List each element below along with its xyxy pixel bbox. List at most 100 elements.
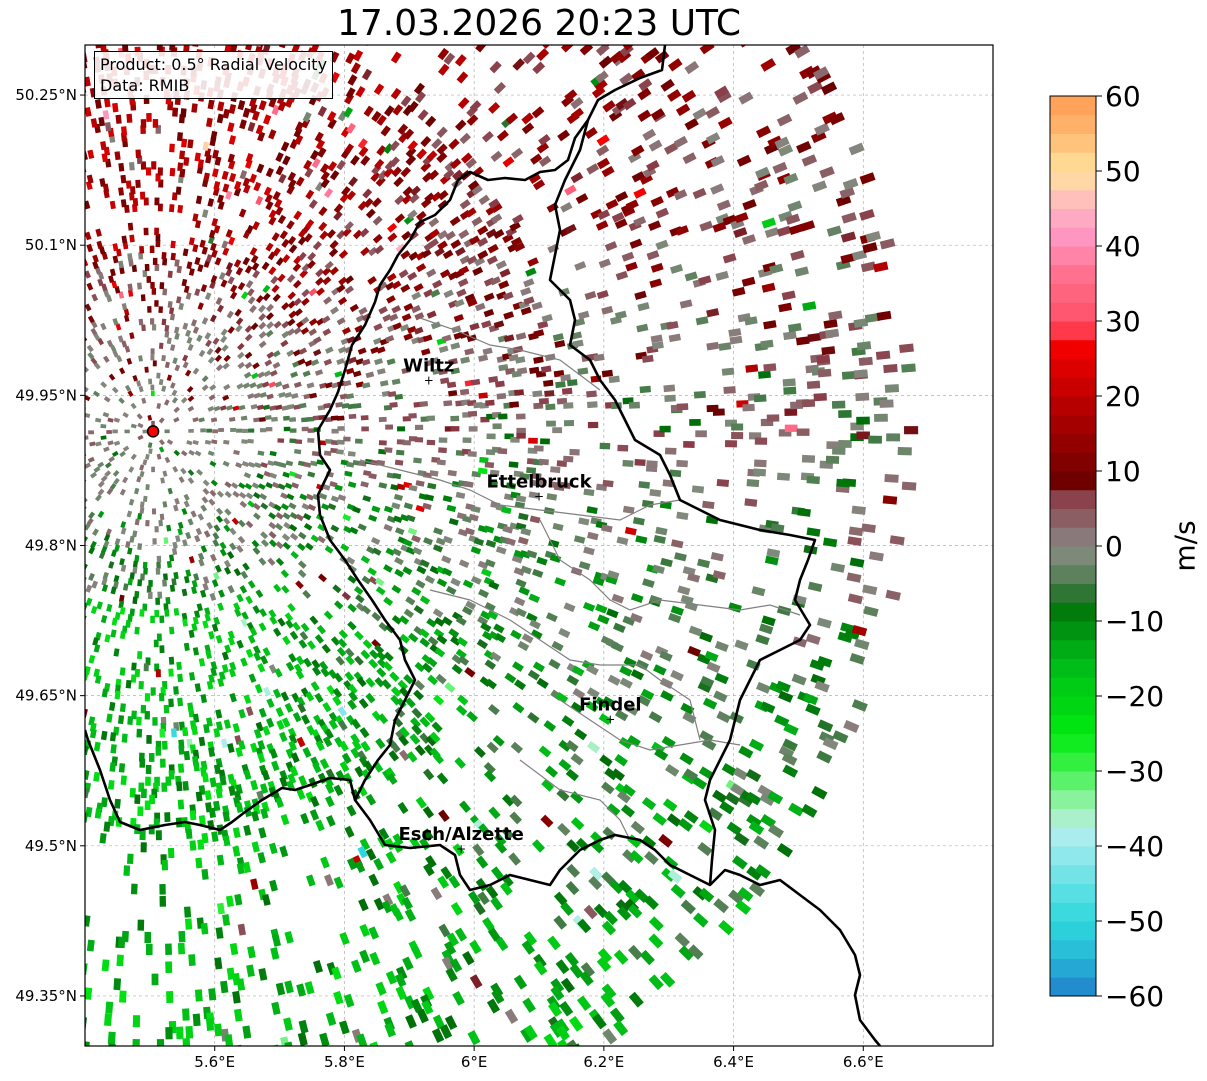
velocity-gate	[215, 297, 223, 306]
velocity-gate	[287, 235, 297, 246]
velocity-gate	[137, 543, 143, 550]
velocity-gate	[288, 523, 298, 532]
velocity-gate	[348, 356, 358, 364]
velocity-gate	[159, 645, 165, 654]
velocity-gate	[121, 340, 128, 348]
velocity-gate	[323, 296, 333, 305]
velocity-gate	[216, 304, 224, 313]
velocity-gate	[236, 382, 244, 390]
velocity-gate	[298, 347, 308, 355]
velocity-gate	[100, 614, 108, 624]
velocity-gate	[165, 596, 171, 605]
velocity-gate	[251, 262, 260, 271]
velocity-gate	[197, 552, 205, 561]
velocity-gate	[308, 287, 318, 297]
velocity-gate	[175, 186, 182, 195]
velocity-gate	[171, 547, 178, 556]
velocity-gate	[266, 393, 274, 400]
velocity-gate	[188, 237, 195, 246]
colorbar-tick-label: −40	[1105, 830, 1164, 863]
velocity-gate	[312, 415, 321, 421]
velocity-gate	[173, 449, 181, 457]
velocity-gate	[223, 383, 231, 391]
velocity-gate	[294, 308, 303, 317]
velocity-gate	[299, 269, 309, 279]
velocity-gate	[256, 404, 264, 411]
velocity-gate	[151, 288, 157, 295]
velocity-gate	[240, 415, 248, 421]
velocity-gate	[247, 393, 255, 400]
velocity-gate	[196, 603, 203, 612]
colorbar-band	[1050, 658, 1096, 678]
velocity-gate	[192, 213, 199, 222]
velocity-gate	[113, 648, 120, 657]
velocity-gate	[277, 273, 286, 283]
colorbar-band	[1050, 677, 1096, 697]
velocity-gate	[347, 403, 356, 410]
velocity-gate	[220, 279, 228, 288]
velocity-gate	[286, 328, 296, 336]
velocity-gate	[112, 350, 119, 358]
velocity-gate	[337, 439, 345, 445]
velocity-gate	[253, 392, 261, 399]
velocity-gate	[169, 344, 176, 352]
velocity-gate	[207, 356, 215, 364]
colorbar-band	[1050, 264, 1096, 284]
velocity-gate	[317, 523, 326, 532]
velocity-gate	[263, 470, 272, 478]
velocity-gate	[230, 284, 238, 293]
velocity-gate	[111, 280, 118, 289]
colorbar-band	[1050, 958, 1096, 978]
velocity-gate	[292, 263, 302, 273]
velocity-gate	[197, 302, 204, 311]
velocity-gate	[289, 438, 297, 444]
velocity-gate	[265, 303, 275, 313]
velocity-gate	[378, 448, 387, 455]
velocity-gate	[187, 469, 195, 476]
velocity-gate	[216, 490, 225, 498]
velocity-gate	[308, 318, 318, 327]
velocity-gate	[289, 532, 299, 541]
velocity-gate	[113, 575, 120, 583]
velocity-gate	[119, 450, 126, 458]
velocity-gate	[90, 327, 98, 336]
velocity-gate	[127, 547, 133, 555]
velocity-gate	[242, 382, 251, 389]
colorbar-band	[1050, 846, 1096, 866]
velocity-gate	[307, 428, 315, 433]
velocity-gate	[370, 346, 380, 354]
velocity-gate	[164, 609, 170, 617]
velocity-gate	[223, 354, 231, 363]
velocity-gate	[100, 381, 108, 389]
velocity-gate	[230, 427, 237, 433]
velocity-gate	[118, 291, 125, 299]
velocity-gate	[345, 367, 355, 375]
velocity-gate	[208, 394, 216, 401]
velocity-gate	[200, 428, 206, 433]
velocity-gate	[273, 583, 282, 593]
velocity-gate	[218, 589, 226, 598]
velocity-gate	[234, 308, 242, 317]
velocity-gate	[226, 405, 233, 411]
velocity-gate	[113, 417, 121, 423]
velocity-gate	[163, 573, 168, 581]
velocity-gate	[150, 615, 155, 624]
velocity-gate	[208, 498, 216, 506]
velocity-gate	[222, 247, 230, 256]
velocity-gate	[300, 327, 310, 335]
velocity-gate	[301, 297, 310, 306]
velocity-gate	[297, 542, 306, 551]
velocity-gate	[290, 550, 299, 560]
velocity-gate	[159, 615, 165, 623]
velocity-gate	[139, 507, 145, 514]
velocity-gate	[92, 260, 99, 270]
colorbar-band	[1050, 283, 1096, 303]
velocity-gate	[316, 459, 325, 466]
velocity-gate	[164, 429, 170, 434]
velocity-gate	[210, 553, 217, 562]
velocity-gate	[295, 513, 304, 522]
velocity-gate	[161, 252, 167, 260]
velocity-gate	[233, 259, 242, 268]
velocity-gate	[103, 355, 110, 363]
velocity-gate	[259, 428, 267, 433]
